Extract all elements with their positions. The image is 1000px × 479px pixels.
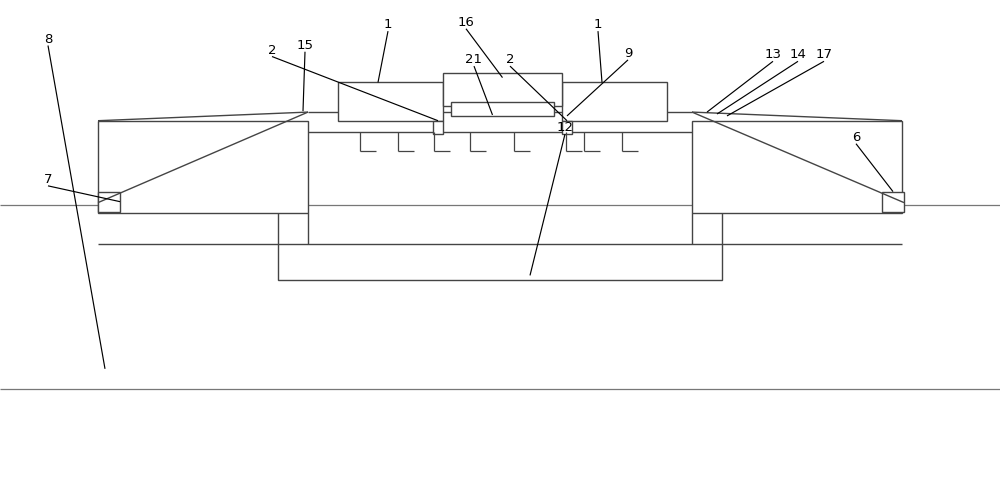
Bar xyxy=(98,121,308,213)
Text: 2: 2 xyxy=(268,44,276,57)
Bar xyxy=(882,192,904,212)
Bar xyxy=(692,121,902,213)
Text: 16: 16 xyxy=(458,16,474,29)
Bar xyxy=(562,121,572,134)
Bar xyxy=(278,244,722,280)
Text: 12: 12 xyxy=(556,121,574,134)
Text: 6: 6 xyxy=(852,131,860,144)
Text: 1: 1 xyxy=(384,18,392,31)
Text: 21: 21 xyxy=(466,53,482,66)
Text: 1: 1 xyxy=(594,18,602,31)
Text: 13: 13 xyxy=(765,48,782,61)
Bar xyxy=(338,82,443,121)
Bar xyxy=(443,73,562,106)
Bar xyxy=(433,121,443,134)
Text: 7: 7 xyxy=(44,173,52,186)
Text: 9: 9 xyxy=(624,47,632,60)
Bar xyxy=(451,102,554,116)
Text: 17: 17 xyxy=(816,48,832,61)
Text: 2: 2 xyxy=(506,53,514,66)
Bar xyxy=(98,192,120,212)
Text: 8: 8 xyxy=(44,33,52,46)
Text: 14: 14 xyxy=(790,48,806,61)
Bar xyxy=(562,82,667,121)
Text: 15: 15 xyxy=(296,39,314,52)
